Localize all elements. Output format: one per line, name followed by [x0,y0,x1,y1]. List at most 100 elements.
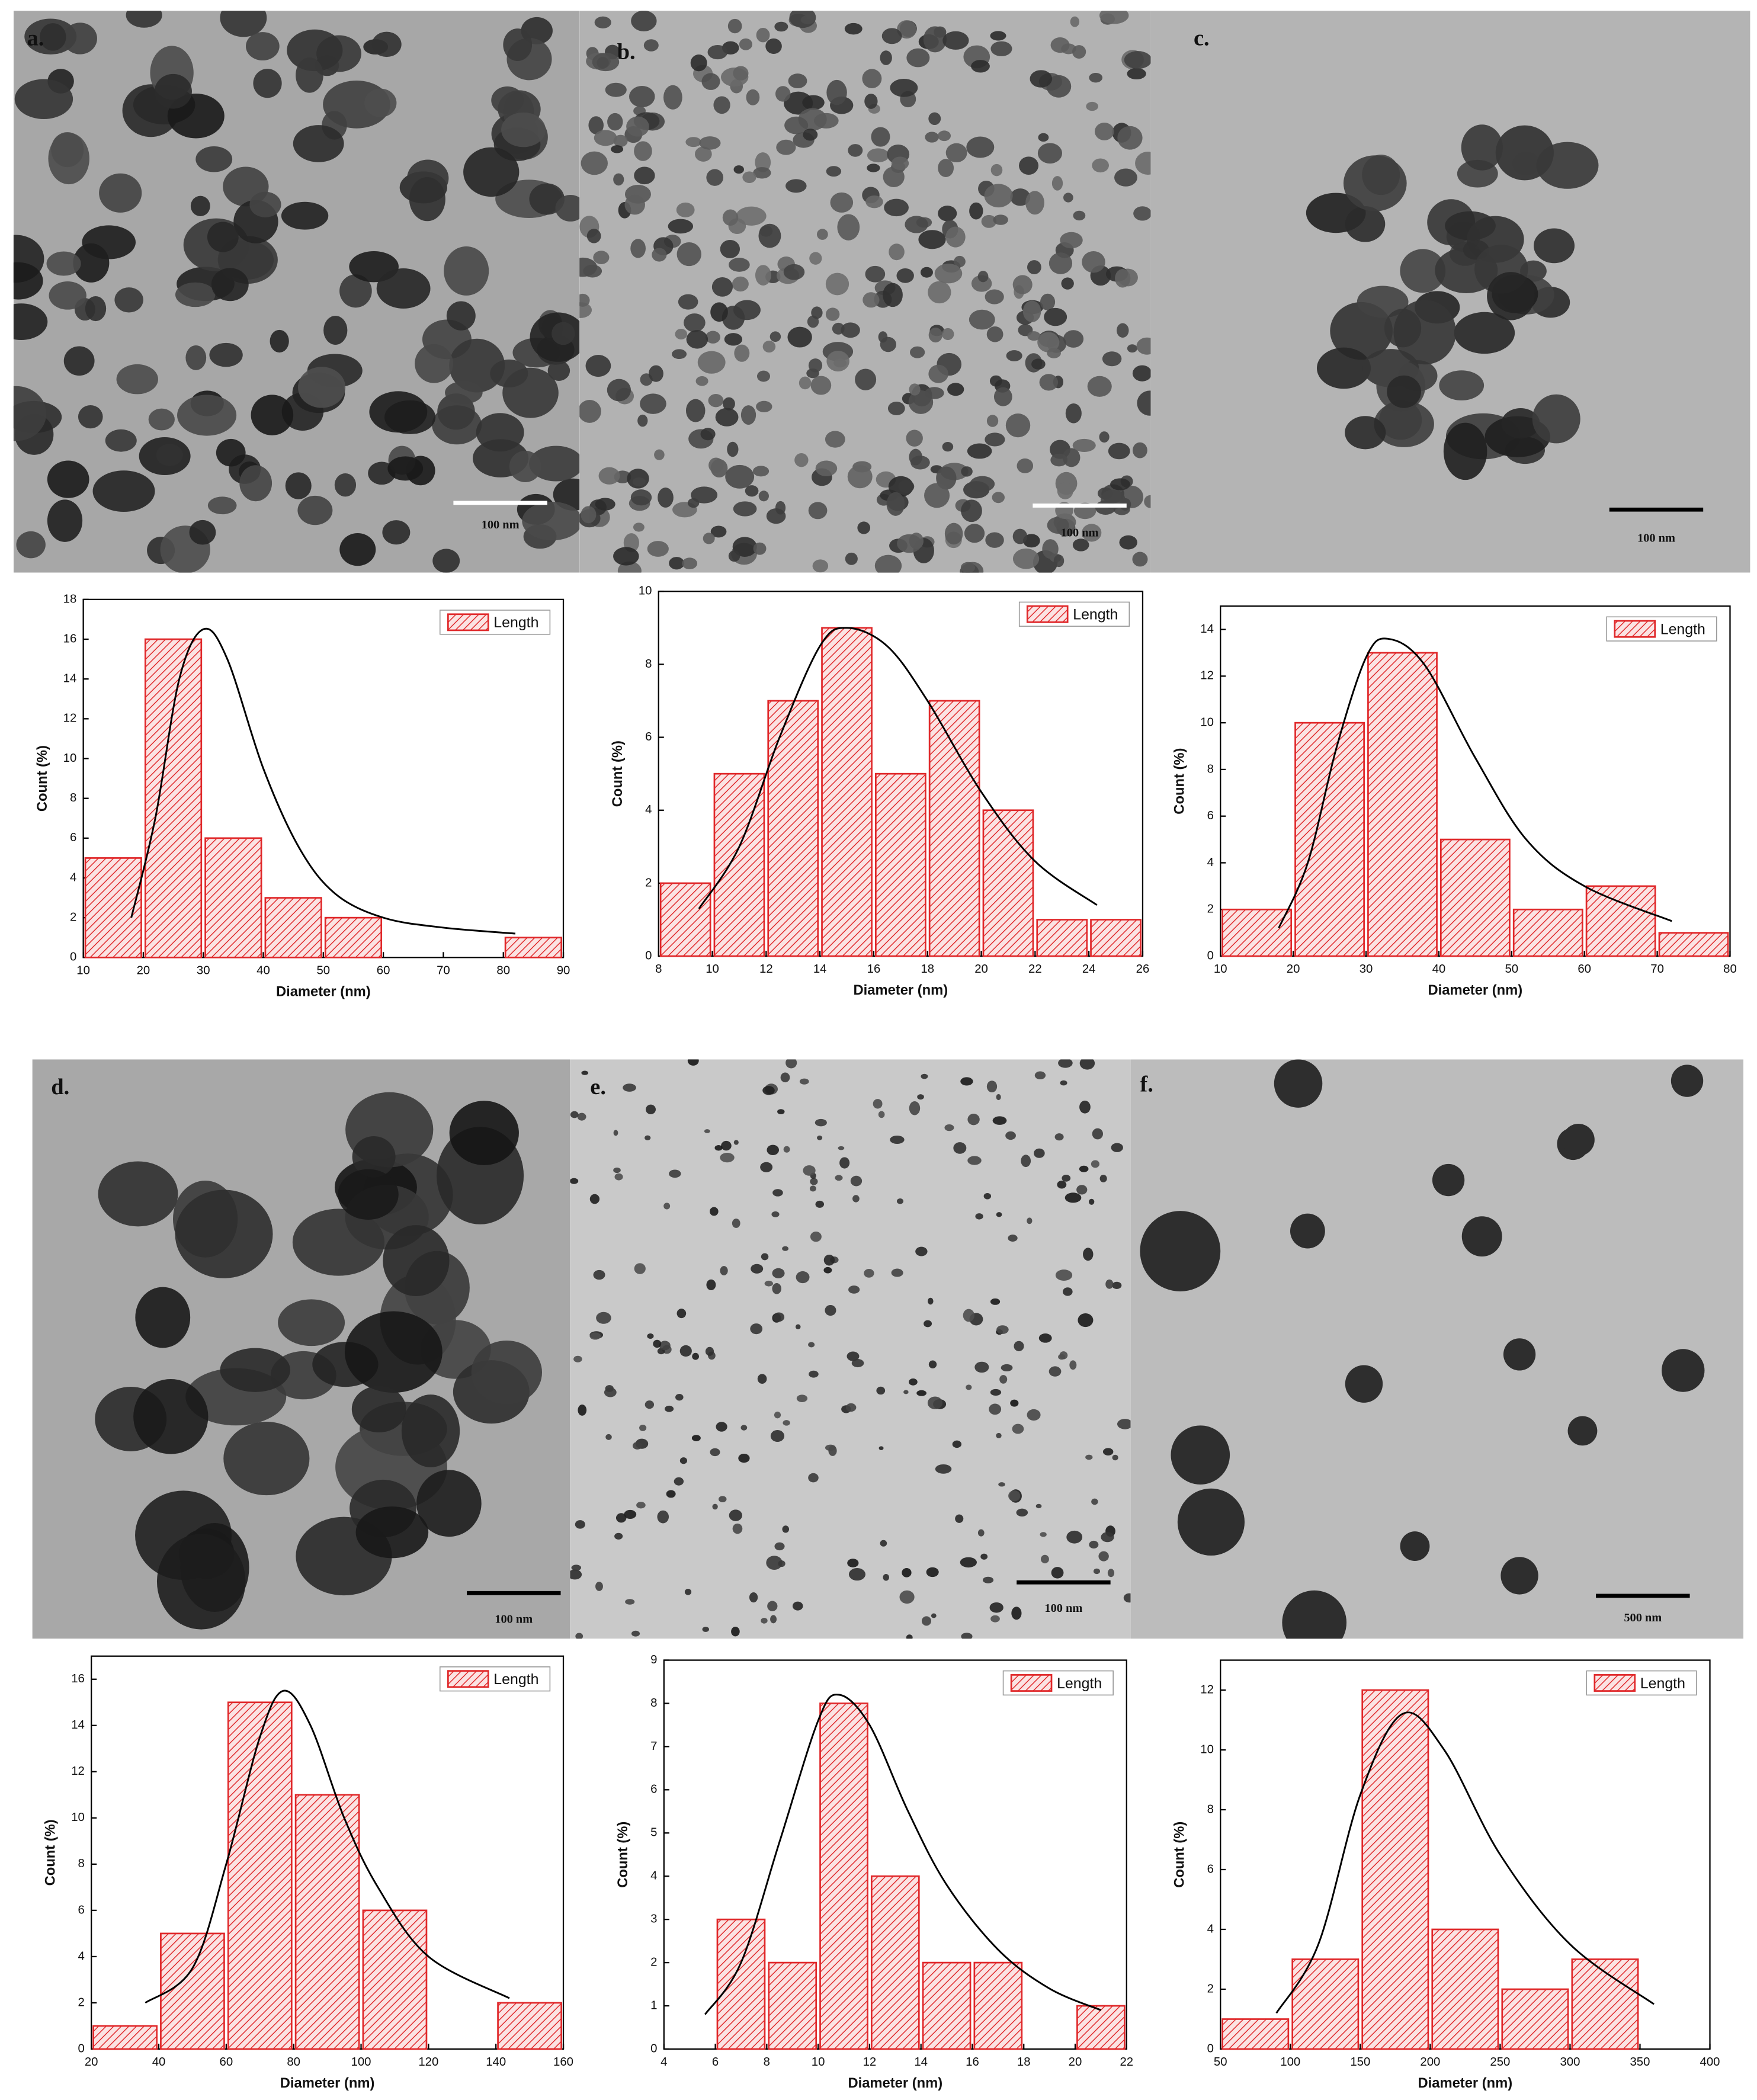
bar [1090,919,1142,957]
y-tick-label: 16 [71,1672,85,1685]
particle [967,1113,980,1126]
particle [679,1345,692,1357]
particle [851,1359,864,1368]
y-tick-label: 12 [1200,1683,1214,1696]
particle [1031,358,1046,370]
x-tick-label: 20 [85,2056,98,2069]
particle [921,1073,928,1079]
particle [371,31,402,57]
particle [783,264,805,280]
panel-label: e. [590,1075,606,1099]
particle [983,1192,992,1200]
x-tick-label: 300 [1560,2056,1580,2069]
particle [848,1567,865,1581]
particle [105,429,137,452]
particle [998,1482,1005,1487]
particle [865,195,883,209]
particle [630,239,646,258]
particle [678,294,698,310]
particle [1054,1133,1064,1141]
particle [942,442,954,452]
particle [993,214,1008,225]
particle [13,303,48,341]
bar [874,772,926,957]
particle [676,202,695,217]
particle [287,29,343,72]
particle [799,376,812,390]
particle [847,1559,859,1567]
particle [733,1140,739,1145]
bar [160,1932,225,2050]
particle [679,1457,688,1464]
particle [898,480,915,493]
particle [809,1370,819,1378]
bar [1294,722,1365,957]
particle [1011,1607,1022,1620]
y-tick-label: 8 [645,658,652,671]
particle [446,301,476,331]
particle [883,166,905,187]
x-tick-label: 70 [437,964,450,977]
y-tick-label: 12 [71,1765,85,1778]
particle [906,48,930,68]
particle [611,145,624,153]
particle [643,39,659,52]
particle [1012,548,1040,569]
particle [570,1569,582,1580]
particle [802,95,825,110]
bar [716,1918,766,2050]
panel-label: c. [1194,26,1210,51]
particle [883,283,903,307]
y-tick-label: 10 [1200,1743,1214,1756]
particle [1005,413,1031,438]
particle [578,1405,587,1416]
x-axis-label: Diameter (nm) [848,2075,942,2091]
particle [1050,453,1068,467]
particle [175,282,216,307]
fit-curve [1275,1711,1655,2014]
particle [1116,323,1129,338]
particle [195,146,233,172]
particle [216,438,246,467]
particle [873,1099,883,1109]
particle [148,408,175,431]
particle [625,1599,635,1605]
x-tick-label: 6 [712,2056,719,2069]
particle [750,1323,763,1335]
particle [637,414,648,427]
particle [1132,442,1147,459]
x-tick-label: 10 [706,963,719,976]
scale-bar-label: 100 nm [1637,532,1675,545]
particle [955,1514,964,1523]
micrograph-background [1150,11,1750,573]
x-tick-label: 80 [287,2056,300,2069]
particle [767,1144,780,1156]
particle [687,498,700,508]
particle [1101,1532,1114,1543]
particle [938,130,951,142]
particle [1057,1180,1067,1189]
particle [1461,1216,1502,1257]
x-tick-label: 60 [220,2056,233,2069]
panel-label: b. [617,39,636,64]
particle [774,21,788,32]
legend-swatch [1614,620,1656,638]
particle [575,1633,583,1639]
scale-bar-label: 100 nm [1044,1602,1082,1615]
bar [1076,2005,1126,2050]
particle [409,177,445,222]
particle [990,41,1012,56]
particle [593,251,610,264]
bar [922,1961,972,2050]
y-tick-label: 2 [650,1955,657,1968]
x-tick-label: 250 [1490,2056,1510,2069]
y-tick-label: 14 [71,1719,85,1732]
x-tick-label: 80 [1723,963,1737,976]
particle [766,1556,783,1570]
particle [1072,538,1089,552]
particle [975,1213,983,1220]
particle [928,364,948,383]
particle [1057,482,1073,499]
y-axis-label: Count (%) [610,740,626,807]
